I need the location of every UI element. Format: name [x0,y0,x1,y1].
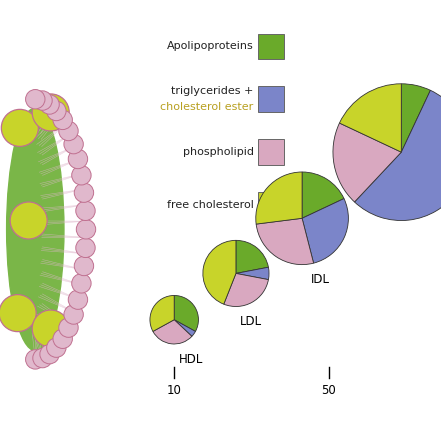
Circle shape [40,344,59,364]
Wedge shape [224,273,269,306]
Circle shape [32,94,69,131]
Text: IDL: IDL [311,273,330,286]
Text: cholesterol ester: cholesterol ester [161,102,254,112]
Wedge shape [302,198,348,263]
Text: LDL: LDL [240,315,262,328]
Circle shape [33,91,52,110]
Wedge shape [256,218,314,265]
Text: Apolipoproteins: Apolipoproteins [167,41,254,51]
Circle shape [1,109,38,146]
Text: 10: 10 [167,384,182,396]
Wedge shape [333,123,401,202]
Wedge shape [174,295,198,331]
Circle shape [53,329,72,348]
Circle shape [76,238,95,258]
Wedge shape [203,240,236,304]
Bar [258,192,284,218]
Wedge shape [401,84,430,152]
Wedge shape [355,90,441,221]
Circle shape [32,310,69,347]
Wedge shape [256,172,302,224]
Bar [258,139,284,165]
Text: phospholipid: phospholipid [183,147,254,157]
Circle shape [26,90,45,109]
Text: free cholesterol: free cholesterol [167,200,254,210]
Circle shape [64,135,83,154]
Circle shape [72,274,91,293]
Circle shape [47,338,66,357]
Wedge shape [150,295,174,331]
Circle shape [68,149,88,169]
Circle shape [33,348,52,368]
Circle shape [59,318,78,337]
Circle shape [59,121,78,141]
Text: triglycerides +: triglycerides + [171,86,254,96]
Wedge shape [174,320,195,336]
Circle shape [64,305,83,324]
Circle shape [10,202,47,239]
Circle shape [53,110,72,130]
Circle shape [76,201,95,220]
Wedge shape [302,172,344,218]
Ellipse shape [7,108,64,351]
Circle shape [74,183,93,202]
Bar [258,34,284,59]
Circle shape [74,256,93,276]
Bar [258,86,284,112]
Circle shape [0,295,36,332]
Circle shape [68,290,88,309]
Circle shape [40,95,59,114]
Circle shape [26,350,45,369]
Wedge shape [340,84,401,152]
Circle shape [47,101,66,121]
Circle shape [76,220,96,239]
Circle shape [72,165,91,185]
Wedge shape [236,240,269,273]
Wedge shape [153,320,192,344]
Text: 50: 50 [321,384,336,396]
Text: HDL: HDL [179,353,203,366]
Wedge shape [236,267,269,280]
